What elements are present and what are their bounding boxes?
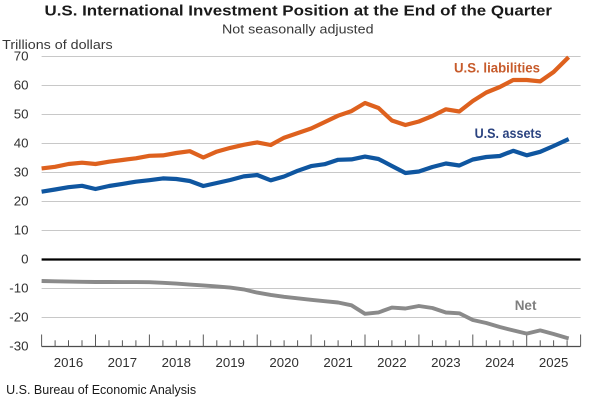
svg-text:U.S. liabilities: U.S. liabilities	[454, 59, 540, 75]
svg-text:2017: 2017	[108, 355, 137, 370]
svg-text:U.S. Bureau of Economic Analys: U.S. Bureau of Economic Analysis	[6, 382, 196, 397]
svg-text:-30: -30	[9, 338, 28, 353]
svg-text:-20: -20	[9, 309, 28, 324]
svg-text:-10: -10	[9, 280, 28, 295]
svg-text:0: 0	[21, 251, 28, 266]
svg-text:2016: 2016	[54, 355, 83, 370]
svg-text:2022: 2022	[377, 355, 406, 370]
svg-text:2024: 2024	[485, 355, 514, 370]
svg-text:U.S. assets: U.S. assets	[475, 125, 542, 141]
svg-text:2021: 2021	[323, 355, 352, 370]
svg-text:10: 10	[14, 222, 29, 237]
svg-text:Net: Net	[515, 298, 537, 313]
svg-text:40: 40	[14, 135, 29, 150]
svg-text:Not seasonally adjusted: Not seasonally adjusted	[222, 22, 374, 37]
svg-text:2020: 2020	[269, 355, 298, 370]
svg-text:2018: 2018	[162, 355, 191, 370]
svg-text:60: 60	[14, 77, 29, 92]
svg-text:2019: 2019	[216, 355, 245, 370]
svg-text:2025: 2025	[539, 355, 568, 370]
svg-text:20: 20	[14, 193, 29, 208]
svg-text:U.S. International Investment: U.S. International Investment Position a…	[45, 3, 553, 20]
svg-text:50: 50	[14, 106, 29, 121]
svg-text:Trillions of dollars: Trillions of dollars	[2, 37, 113, 52]
svg-text:2023: 2023	[431, 355, 460, 370]
svg-text:70: 70	[14, 48, 29, 63]
svg-text:30: 30	[14, 164, 29, 179]
